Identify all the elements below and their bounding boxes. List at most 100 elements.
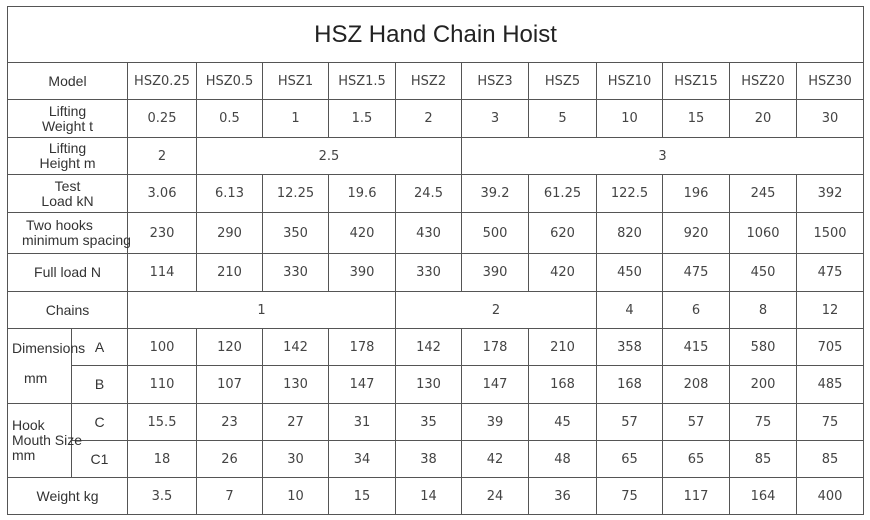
table-cell: 1500 <box>795 212 865 254</box>
table-cell: 390 <box>461 253 529 292</box>
table-cell: 114 <box>127 253 197 292</box>
table-cell: 196 <box>662 174 730 213</box>
table-cell: 420 <box>528 253 597 292</box>
sub-label: A <box>71 328 128 366</box>
table-cell: 110 <box>127 365 197 404</box>
table-row-lifting-weight: Lifting Weight t 0.25 0.5 1 1.5 2 3 5 10 15 20 30 <box>7 99 865 138</box>
table-cell: 57 <box>662 403 730 441</box>
table-cell: 36 <box>528 477 597 515</box>
table-cell: 475 <box>795 253 865 292</box>
table-row-dim-b: B 110 107 130 147 130 147 168 168 208 200 485 <box>8 365 865 404</box>
table-cell: 26 <box>196 440 263 478</box>
model-header-cell: HSZ15 <box>662 62 730 100</box>
table-cell: 500 <box>461 212 529 254</box>
row-label: Model <box>7 62 128 100</box>
table-cell: 1060 <box>729 212 797 254</box>
table-cell: 15 <box>662 99 730 138</box>
row-label: Full load N <box>7 253 128 292</box>
table-cell: 24.5 <box>395 174 462 213</box>
table-cell: 35 <box>395 403 462 441</box>
table-cell: 230 <box>127 212 197 254</box>
table-cell: 0.25 <box>127 99 197 138</box>
table-cell: 920 <box>662 212 730 254</box>
table-cell: 20 <box>729 99 797 138</box>
table-cell: 820 <box>596 212 663 254</box>
row-label: Lifting Weight t <box>7 99 128 138</box>
table-row-chains: Chains 1 2 4 6 8 12 <box>7 291 865 329</box>
table-cell: 147 <box>461 365 529 404</box>
table-cell: 85 <box>729 440 797 478</box>
table-cell: 3.5 <box>127 477 197 515</box>
table-cell: 415 <box>662 328 730 366</box>
table-row-two-hooks: Two hooks minimum spacing 230 290 350 420 430… <box>7 212 865 254</box>
row-label: Test Load kN <box>7 174 128 213</box>
model-header-cell: HSZ0.5 <box>196 62 263 100</box>
table-cell: 6.13 <box>196 174 263 213</box>
table-cell: 24 <box>461 477 529 515</box>
table-cell: 57 <box>596 403 663 441</box>
model-header-cell: HSZ1 <box>262 62 329 100</box>
table-cell: 178 <box>461 328 529 366</box>
table-row-test-load: Test Load kN 3.06 6.13 12.25 19.6 24.5 39.2 61.… <box>7 174 865 213</box>
table-cell: 38 <box>395 440 462 478</box>
table-cell: 5 <box>528 99 597 138</box>
table-cell: 130 <box>262 365 329 404</box>
table-cell: 178 <box>328 328 396 366</box>
table-cell: 330 <box>262 253 329 292</box>
table-cell: 1 <box>262 99 329 138</box>
table-cell: 330 <box>395 253 462 292</box>
table-cell: 85 <box>795 440 865 478</box>
table-cell: 75 <box>729 403 797 441</box>
table-cell: 15.5 <box>127 403 197 441</box>
table-cell: 75 <box>795 403 865 441</box>
table-cell: 31 <box>328 403 396 441</box>
table-cell: 30 <box>262 440 329 478</box>
table-cell: 130 <box>395 365 462 404</box>
table-cell: 10 <box>262 477 329 515</box>
table-cell: 65 <box>662 440 730 478</box>
table-row-lifting-height: Lifting Height m 2 2.5 3 <box>7 137 865 175</box>
row-label: Lifting Height m <box>7 137 128 175</box>
table-cell: 23 <box>196 403 263 441</box>
table-cell: 142 <box>262 328 329 366</box>
table-cell: 705 <box>795 328 865 366</box>
table-cell: 7 <box>196 477 263 515</box>
table-cell: 392 <box>795 174 865 213</box>
table-cell: 75 <box>596 477 663 515</box>
table-cell: 3 <box>461 99 529 138</box>
table-row-hook-c: Hook Mouth Size mm C 15.5 23 27 31 35 39 45 57 57 7… <box>7 403 865 478</box>
model-header-cell: HSZ2 <box>395 62 462 100</box>
model-header-cell: HSZ1.5 <box>328 62 396 100</box>
table-cell: 117 <box>662 477 730 515</box>
table-cell: 19.6 <box>328 174 396 213</box>
model-header-cell: HSZ0.25 <box>127 62 197 100</box>
row-label: Chains <box>7 291 128 329</box>
table-cell: 210 <box>196 253 263 292</box>
table-cell: 18 <box>127 440 197 478</box>
table-cell: 210 <box>528 328 597 366</box>
model-header-cell: HSZ5 <box>528 62 597 100</box>
table-cell: 14 <box>395 477 462 515</box>
table-cell: 12.25 <box>262 174 329 213</box>
table-cell: 42 <box>461 440 529 478</box>
model-header-cell: HSZ10 <box>596 62 663 100</box>
table-cell: 107 <box>196 365 263 404</box>
model-header-cell: HSZ3 <box>461 62 529 100</box>
table-cell: 6 <box>662 291 730 329</box>
table-cell: 1.5 <box>328 99 396 138</box>
table-cell: 358 <box>596 328 663 366</box>
row-label: Hook Mouth Size mm <box>7 403 82 478</box>
table-cell: 168 <box>596 365 663 404</box>
table-cell: 61.25 <box>528 174 597 213</box>
table-cell: 15 <box>328 477 396 515</box>
table-cell: 2 <box>395 99 462 138</box>
table-row-model: Model HSZ0.25 HSZ0.5 HSZ1 HSZ1.5 HSZ2 HSZ3 HSZ… <box>7 62 865 100</box>
table-cell: 39 <box>461 403 529 441</box>
table-cell: 3.06 <box>127 174 197 213</box>
table-cell: 475 <box>662 253 730 292</box>
spec-table-container: HSZ Hand Chain Hoist Model HSZ0.25 HSZ0.5… <box>6 6 865 515</box>
spec-table: HSZ Hand Chain Hoist Model HSZ0.25 HSZ0.5… <box>6 6 865 515</box>
table-cell: 27 <box>262 403 329 441</box>
table-cell: 450 <box>596 253 663 292</box>
table-cell: 12 <box>795 291 865 329</box>
